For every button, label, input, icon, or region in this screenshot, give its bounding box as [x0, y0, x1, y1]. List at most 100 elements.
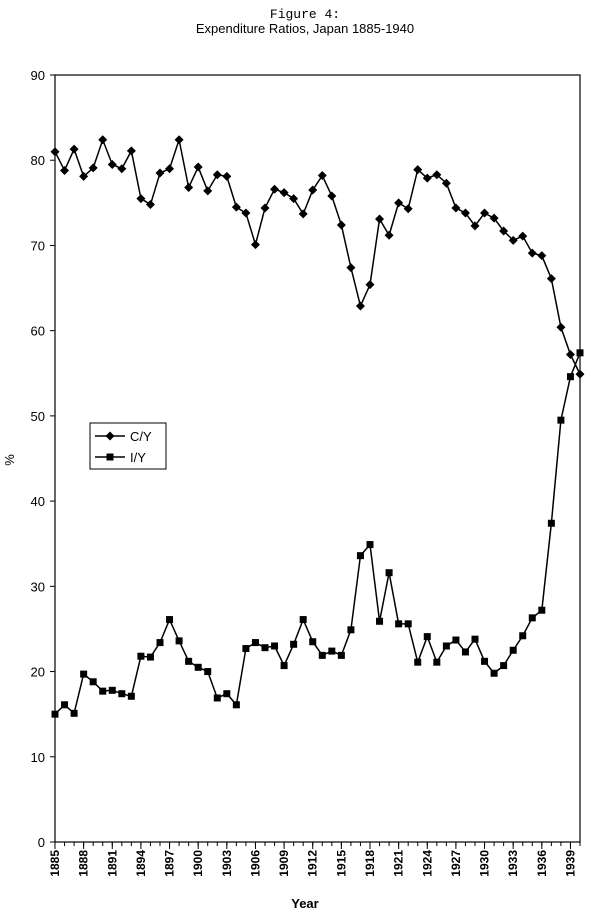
x-tick-label: 1888: [77, 850, 91, 877]
marker: [108, 686, 116, 694]
marker: [404, 620, 412, 628]
marker: [442, 642, 450, 650]
marker: [271, 642, 279, 650]
marker: [471, 635, 479, 643]
marker: [509, 646, 517, 654]
marker: [213, 694, 221, 702]
marker: [118, 690, 126, 698]
marker: [500, 662, 508, 670]
y-tick-label: 30: [31, 579, 45, 594]
x-tick-label: 1936: [535, 850, 549, 877]
marker: [518, 231, 528, 241]
marker: [261, 644, 269, 652]
marker: [212, 170, 222, 180]
marker: [50, 147, 60, 157]
marker: [185, 657, 193, 665]
marker: [365, 280, 375, 290]
marker: [105, 431, 115, 441]
x-tick-label: 1939: [563, 850, 577, 877]
marker: [356, 552, 364, 560]
marker: [318, 651, 326, 659]
marker: [394, 198, 404, 208]
marker: [395, 620, 403, 628]
marker: [537, 251, 547, 261]
plot-frame: [54, 74, 581, 843]
x-tick-label: 1930: [478, 850, 492, 877]
y-tick-label: 0: [38, 835, 45, 850]
marker: [576, 349, 584, 357]
marker: [470, 221, 480, 231]
y-axis-label: %: [2, 454, 17, 466]
marker: [490, 669, 498, 677]
marker: [290, 640, 298, 648]
marker: [433, 658, 441, 666]
marker: [441, 178, 451, 188]
legend-label: C/Y: [130, 429, 152, 444]
marker: [336, 220, 346, 230]
x-tick-label: 1906: [248, 850, 262, 877]
marker: [385, 569, 393, 577]
x-tick-label: 1912: [306, 850, 320, 877]
marker: [280, 662, 288, 670]
marker: [107, 159, 117, 169]
x-tick-label: 1894: [134, 850, 148, 877]
marker: [289, 194, 299, 204]
marker: [346, 263, 356, 273]
marker: [127, 692, 135, 700]
marker: [355, 301, 365, 311]
marker: [61, 701, 69, 709]
marker: [481, 657, 489, 665]
marker: [223, 690, 231, 698]
y-tick-label: 50: [31, 409, 45, 424]
marker: [317, 171, 327, 181]
marker: [575, 369, 585, 379]
marker: [460, 208, 470, 218]
marker: [99, 687, 107, 695]
marker: [414, 658, 422, 666]
y-tick-label: 70: [31, 238, 45, 253]
marker: [309, 638, 317, 646]
y-tick-label: 10: [31, 750, 45, 765]
x-tick-label: 1921: [392, 850, 406, 877]
marker: [327, 191, 337, 201]
marker: [79, 171, 89, 181]
marker: [136, 194, 146, 204]
marker: [251, 639, 259, 647]
marker: [480, 208, 490, 218]
marker: [155, 168, 165, 178]
marker: [89, 678, 97, 686]
marker: [88, 163, 98, 173]
marker: [565, 350, 575, 360]
legend-box: [89, 422, 167, 470]
marker: [175, 637, 183, 645]
marker: [70, 709, 78, 717]
y-tick-label: 90: [31, 68, 45, 83]
marker: [451, 203, 461, 213]
marker: [566, 373, 574, 381]
marker: [222, 171, 232, 181]
marker: [527, 248, 537, 258]
marker: [461, 648, 469, 656]
x-tick-label: 1924: [420, 850, 434, 877]
marker: [203, 186, 213, 196]
marker: [422, 173, 432, 183]
marker: [80, 670, 88, 678]
series-line: [54, 352, 581, 715]
marker: [137, 652, 145, 660]
x-tick-label: 1903: [220, 850, 234, 877]
marker: [366, 541, 374, 549]
marker: [384, 230, 394, 240]
legend-label: I/Y: [130, 450, 146, 465]
marker: [270, 184, 280, 194]
marker: [231, 202, 241, 212]
marker: [337, 651, 345, 659]
marker: [328, 647, 336, 655]
marker: [51, 710, 59, 718]
marker: [241, 208, 251, 218]
marker: [452, 636, 460, 644]
marker: [166, 616, 174, 624]
marker: [299, 616, 307, 624]
marker: [508, 235, 518, 245]
y-tick-label: 80: [31, 153, 45, 168]
marker: [69, 144, 79, 154]
